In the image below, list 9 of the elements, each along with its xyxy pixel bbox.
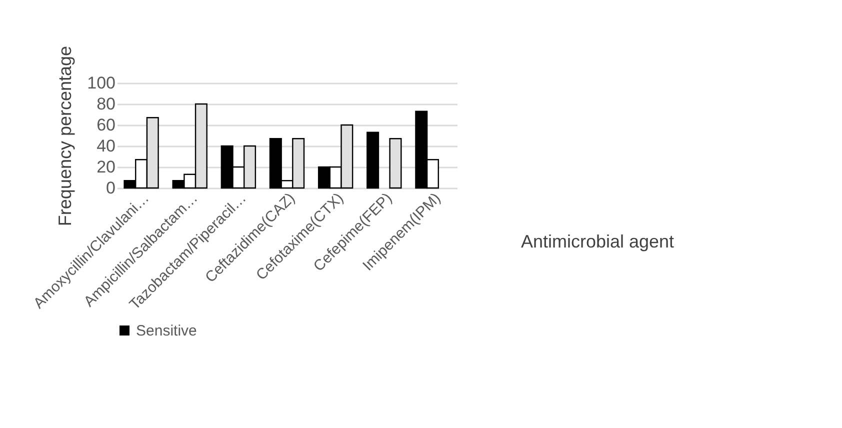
y-tick-label: 0 — [106, 178, 116, 198]
legend-label: Sensitive — [136, 322, 197, 340]
y-tick-label: 40 — [96, 136, 116, 156]
x-axis-title: Antimicrobial agent — [520, 232, 674, 252]
y-tick-label: 20 — [96, 158, 116, 176]
y-tick-label: 100 — [87, 74, 116, 92]
y-tick-label: 60 — [96, 116, 116, 134]
bar — [366, 132, 380, 189]
y-tick-label: 80 — [96, 94, 116, 114]
